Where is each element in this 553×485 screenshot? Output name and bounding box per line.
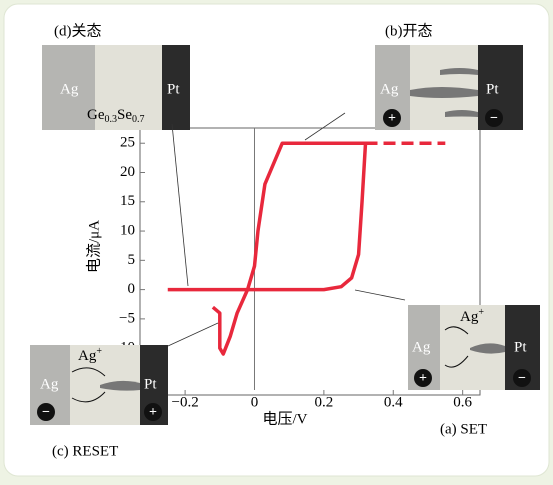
- inset-title: (b)开态: [385, 22, 433, 39]
- sign: +: [149, 405, 157, 420]
- label: Pt: [144, 376, 157, 392]
- sign: −: [42, 405, 50, 420]
- plot-frame: [139, 127, 481, 396]
- y-tick-label: 25: [120, 135, 135, 151]
- inset-c: Ag+ Ag Pt − + (c) RESET: [30, 345, 168, 459]
- sign: −: [490, 111, 498, 126]
- inset-a: Ag+ Ag Pt + − (a) SET: [408, 305, 540, 437]
- inset-title: (d)关态: [54, 22, 102, 39]
- pointers: [167, 112, 406, 347]
- x-tick-label: 0.6: [453, 394, 472, 410]
- label: Ag: [40, 376, 59, 392]
- label: Pt: [167, 81, 180, 97]
- sign: −: [518, 371, 526, 386]
- t: Se: [117, 107, 132, 123]
- t: 0.3: [105, 114, 118, 125]
- inset-title: (a) SET: [440, 421, 487, 437]
- x-tick-label: 0: [251, 394, 259, 410]
- sign: +: [419, 371, 427, 386]
- x-tick-label: −0.2: [171, 394, 198, 410]
- y-tick-label: 10: [120, 222, 135, 238]
- y-tick-label: 0: [128, 281, 136, 297]
- y-tick-label: −5: [119, 310, 135, 326]
- y-axis-label: 电流/μA: [85, 220, 102, 273]
- label: Ag+: [78, 346, 102, 364]
- label: Ag: [412, 339, 431, 355]
- label: Ag: [60, 81, 79, 97]
- t: +: [96, 346, 102, 357]
- curve: [211, 141, 366, 356]
- label: Ge0.3Se0.7: [87, 107, 145, 125]
- y-tick-label: 20: [120, 164, 135, 180]
- t: +: [478, 307, 484, 318]
- t: Ag: [78, 348, 97, 364]
- x-tick-label: 0.2: [315, 394, 334, 410]
- curve: [167, 143, 368, 292]
- t: 0.7: [132, 114, 145, 125]
- inset-b: (b)开态 Ag Pt + −: [375, 22, 523, 130]
- inset-d: (d)关态 Ag Pt Ge0.3Se0.7: [42, 22, 190, 130]
- label: Pt: [514, 339, 527, 355]
- t: Ge: [87, 107, 105, 123]
- label: Ag: [380, 81, 399, 97]
- label: Pt: [486, 81, 499, 97]
- x-tick-label: 0.4: [384, 394, 403, 410]
- t: Ag: [460, 309, 479, 325]
- y-tick-label: 5: [128, 252, 136, 268]
- y-tick-label: 15: [120, 193, 135, 209]
- label: Ag+: [460, 307, 484, 325]
- x-axis-label: 电压/V: [262, 410, 307, 427]
- sign: +: [388, 111, 396, 126]
- inset-title: (c) RESET: [52, 443, 118, 459]
